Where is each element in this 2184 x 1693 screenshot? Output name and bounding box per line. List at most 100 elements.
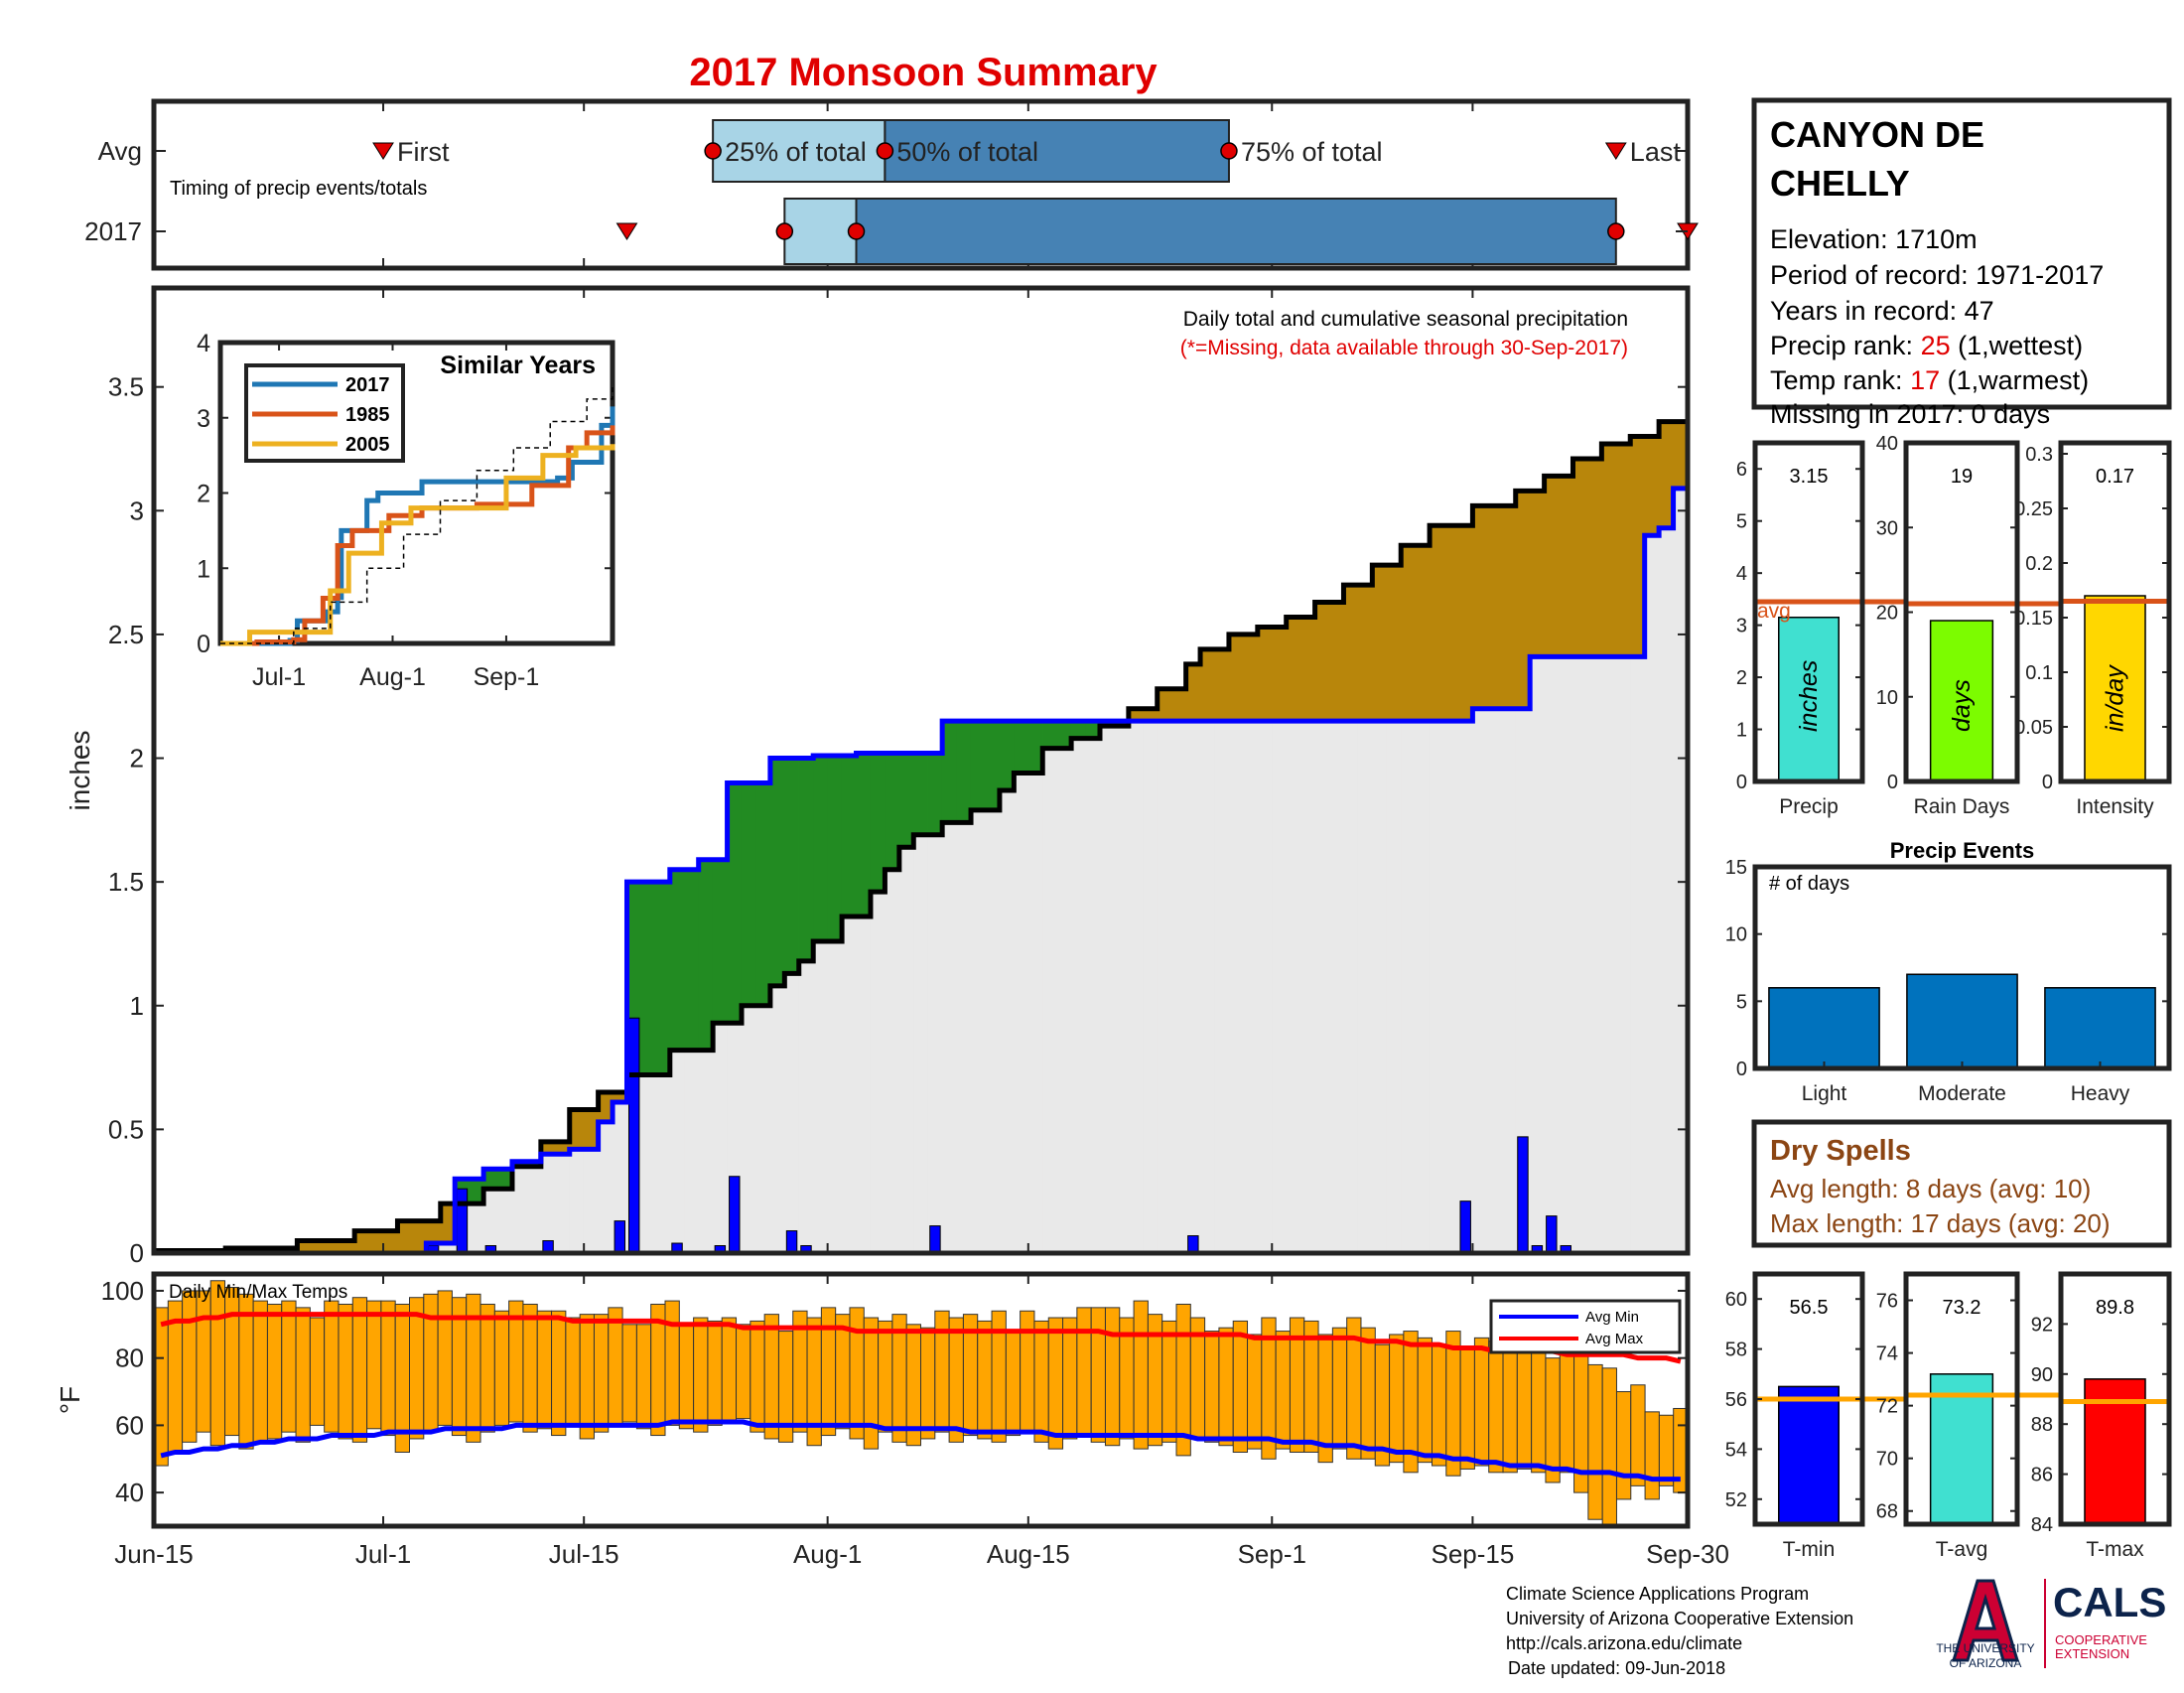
summary-ytick-label: 0 [1736, 772, 1747, 793]
temp-range-bar [238, 1293, 254, 1450]
main-ylabel: inches [65, 731, 95, 811]
timing-event-marker [372, 142, 394, 160]
temp-range-bar [1432, 1343, 1447, 1467]
temp-range-bar [409, 1297, 425, 1440]
area-base-strip [870, 892, 886, 1253]
area-base-strip [841, 917, 857, 1253]
x-axis-date-label: Aug-15 [987, 1539, 1070, 1569]
precip-events-ytick: 0 [1736, 1058, 1747, 1080]
temp-range-bar [736, 1324, 751, 1420]
area-above-avg-strip [999, 721, 1015, 790]
summary-ytick-label: 1 [1736, 720, 1747, 742]
temp-range-bar [1516, 1343, 1533, 1470]
area-base-strip [1658, 527, 1674, 1253]
temp-range-bar [1247, 1334, 1263, 1450]
inset-ytick-label: 0 [197, 631, 210, 658]
area-base-strip [540, 1154, 556, 1253]
ua-line2: OF ARIZONA [1950, 1656, 2022, 1670]
area-base-strip [1357, 721, 1373, 1253]
precip-events-chart: Light Moderate Heavy 0 5 10 15 Precip Events # o… [1725, 838, 2172, 1105]
temp-range-bar [1133, 1300, 1149, 1450]
summary-ytick-label: 0.2 [2025, 553, 2053, 575]
summary-ytick-label: 92 [2031, 1314, 2053, 1336]
area-base-strip [497, 1189, 513, 1253]
area-base-strip [885, 869, 900, 1253]
inset-xtick-label: Jul-1 [252, 663, 306, 691]
area-base-strip [1114, 726, 1130, 1253]
inset-ytick-label: 4 [197, 330, 210, 357]
temp-range-bar [878, 1320, 893, 1433]
temp-range-bar [1615, 1391, 1632, 1500]
main-ytick-label: 2.5 [108, 620, 144, 649]
area-base-strip [956, 822, 972, 1253]
summary-ytick-label: 90 [2031, 1364, 2053, 1386]
area-base-strip [1128, 721, 1144, 1253]
area-base-strip [1228, 721, 1244, 1253]
summary-ytick-label: 2 [1736, 667, 1747, 689]
summary-ytick-label: 3 [1736, 616, 1747, 637]
station-precip-rank: Precip rank: 25 (1,wettest) [1770, 331, 2083, 360]
timing-percentile-marker [1220, 142, 1238, 160]
area-base-strip [1272, 721, 1287, 1253]
legend-avg-max: Avg Max [1585, 1331, 1644, 1347]
precip-events-ytick: 15 [1725, 857, 1747, 879]
area-base-strip [1328, 721, 1344, 1253]
area-base-strip [1415, 721, 1431, 1253]
area-base-strip [1027, 773, 1043, 1253]
area-above-avg-strip [769, 758, 785, 986]
summary-bar [1778, 1385, 1840, 1525]
area-base-strip [669, 1050, 685, 1253]
temp-range-bar [437, 1290, 453, 1426]
temp-range-bar [522, 1303, 538, 1433]
main-ytick-label: 0 [130, 1238, 144, 1268]
precip-events-bar [1906, 973, 2018, 1069]
temp-range-bar [1275, 1331, 1291, 1450]
temps-title: Daily Min/Max Temps [169, 1282, 347, 1303]
summary-ytick-label: 56 [1725, 1389, 1747, 1411]
summary-bar [1778, 616, 1840, 782]
area-base-strip [1673, 488, 1689, 1253]
area-base-strip [526, 1166, 542, 1253]
timing-row-label: Avg [98, 136, 142, 166]
station-name-line1: CANYON DE [1770, 114, 1984, 155]
cals-sub2: EXTENSION [2055, 1646, 2129, 1661]
area-above-avg-strip [741, 782, 756, 1006]
footer-line2: University of Arizona Cooperative Extens… [1506, 1609, 1853, 1628]
avg-min-line [160, 1419, 1681, 1482]
area-above-avg-strip [913, 753, 928, 835]
temp-range-bar [608, 1307, 623, 1426]
area-above-avg-strip [985, 721, 1001, 810]
timing-event-marker [1604, 142, 1627, 160]
temp-range-bar [977, 1320, 993, 1440]
daily-precip-bar [614, 1220, 625, 1254]
inset-series-line [220, 444, 615, 646]
area-above-avg-strip [798, 758, 814, 961]
inset-series-line [220, 386, 614, 644]
ua-line1: THE UNIVERSITY [1936, 1641, 2034, 1655]
temp-range-bar [1559, 1347, 1575, 1474]
area-base-strip [511, 1166, 527, 1253]
area-base-strip [640, 1074, 656, 1253]
temp-range-bar [635, 1324, 652, 1430]
area-base-strip [1586, 656, 1602, 1253]
area-base-strip [913, 834, 928, 1253]
summary-ytick-label: 20 [1876, 603, 1898, 625]
temp-range-bar [1601, 1367, 1617, 1527]
main-ytick-label: 1 [130, 991, 144, 1021]
summary-category-label: T-max [2086, 1538, 2144, 1561]
area-base-strip [469, 1203, 484, 1253]
temp-range-bar [621, 1324, 637, 1423]
area-above-avg-strip [841, 756, 857, 917]
station-period: Period of record: 1971-2017 [1770, 260, 2104, 290]
precip-events-subtitle: # of days [1769, 873, 1849, 895]
dry-spells-max: Max length: 17 days (avg: 20) [1770, 1208, 2111, 1238]
x-axis-date-label: Aug-1 [793, 1539, 862, 1569]
area-base-strip [1257, 721, 1273, 1253]
timing-event-marker [615, 222, 638, 240]
temp-range-bar [536, 1310, 553, 1430]
summary-ytick-label: 30 [1876, 517, 1898, 539]
timing-box-25-50 [783, 198, 858, 265]
station-elevation: Elevation: 1710m [1770, 224, 1978, 254]
summary-value-label: 56.5 [1790, 1297, 1829, 1319]
temp-range-bar [863, 1317, 880, 1450]
